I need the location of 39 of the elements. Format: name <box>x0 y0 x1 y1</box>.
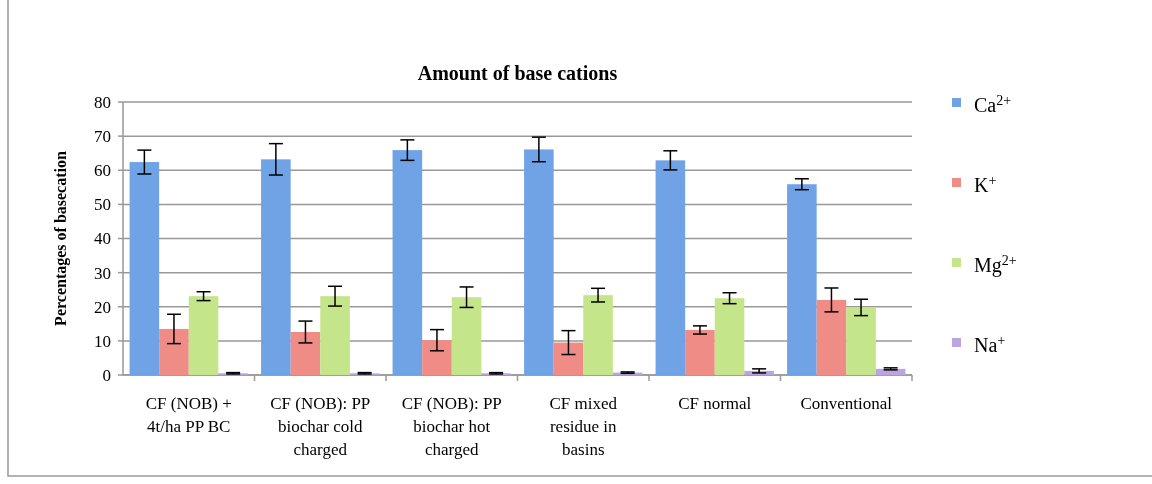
bar <box>816 299 847 375</box>
bar <box>290 332 321 375</box>
y-tick-label: 20 <box>94 297 111 317</box>
bar <box>524 149 554 375</box>
bar <box>129 162 160 375</box>
y-tick-label: 50 <box>94 195 111 215</box>
x-tick-label: CF mixed residue in basins <box>549 394 618 459</box>
bar <box>188 296 219 375</box>
y-tick-label: 10 <box>94 331 111 351</box>
bar <box>451 297 482 375</box>
bar <box>422 340 452 375</box>
y-tick-label: 70 <box>94 127 111 147</box>
legend-label: Ca$^{2+}$ <box>974 92 1012 116</box>
bar <box>320 296 350 375</box>
y-tick-label: 30 <box>94 263 111 283</box>
bar <box>787 184 817 375</box>
legend-label: K$^{+}$ <box>974 172 997 196</box>
y-tick-label: 60 <box>94 161 111 181</box>
bar <box>714 298 745 375</box>
bar <box>261 159 291 375</box>
x-tick-label: CF (NOB) + 4t/ha PP BC <box>145 394 232 436</box>
bar <box>655 160 686 375</box>
bar <box>685 329 715 375</box>
legend-label: Mg$^{2+}$ <box>974 252 1017 277</box>
bar <box>553 342 584 375</box>
x-tick-label: CF (NOB): PP biochar hot charged <box>401 394 502 459</box>
y-tick-label: 40 <box>94 229 111 249</box>
y-tick-label: 80 <box>94 92 111 112</box>
x-tick-label: Conventional <box>800 394 893 413</box>
legend-label: Na$^{+}$ <box>974 332 1006 356</box>
x-tick-label: CF normal <box>678 394 752 413</box>
x-tick-label: CF (NOB): PP biochar cold charged <box>270 394 371 459</box>
y-tick-label: 0 <box>102 365 111 385</box>
y-axis-title: Percentages of basecation <box>52 151 70 326</box>
bar <box>846 307 876 375</box>
bar <box>392 150 423 375</box>
bar <box>159 328 189 375</box>
bar <box>583 295 613 375</box>
chart-title: Amount of base cations <box>417 62 618 84</box>
